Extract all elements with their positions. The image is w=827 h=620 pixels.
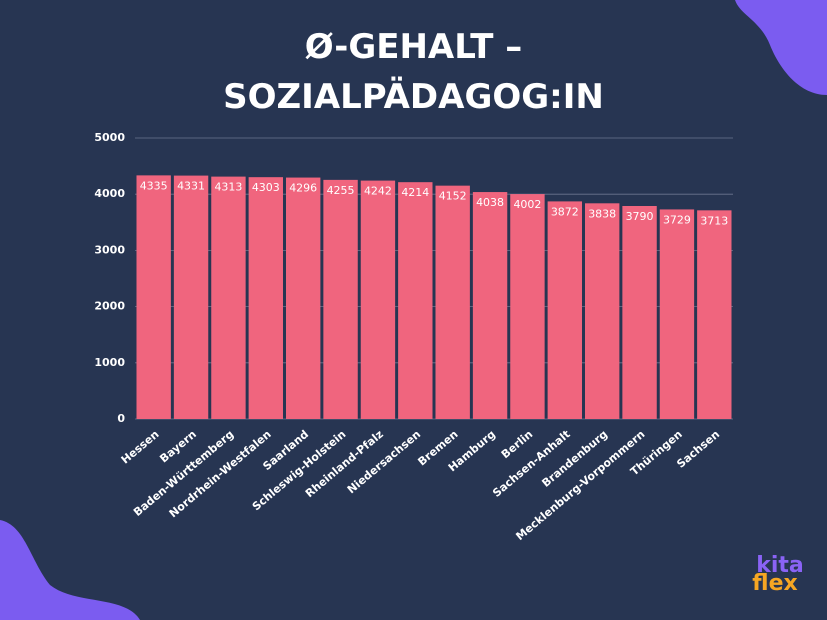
bar xyxy=(323,179,358,419)
bar xyxy=(472,192,508,419)
x-tick-label: Hessen xyxy=(119,428,162,467)
value-label: 3790 xyxy=(626,210,654,223)
decor-blob xyxy=(735,0,827,95)
bar xyxy=(659,209,695,419)
bar xyxy=(622,206,657,419)
bar xyxy=(248,177,284,419)
value-label: 4038 xyxy=(476,196,504,209)
value-label: 4255 xyxy=(327,184,355,197)
y-tick-label: 0 xyxy=(117,412,125,425)
bar xyxy=(360,180,396,419)
value-label: 3729 xyxy=(663,213,691,226)
chart-title: Ø-GEHALT – SOZIALPÄDAGOG:IN xyxy=(223,27,604,117)
bar xyxy=(510,194,545,419)
logo-top: kita xyxy=(756,553,804,578)
bar xyxy=(285,177,321,419)
bar xyxy=(211,176,246,419)
value-label: 4296 xyxy=(289,182,317,195)
y-tick-label: 5000 xyxy=(94,131,125,144)
decor-blob xyxy=(0,520,140,620)
value-label: 4152 xyxy=(439,190,467,203)
value-label: 3838 xyxy=(588,207,616,220)
bar xyxy=(547,201,583,419)
bar xyxy=(398,182,433,419)
value-label: 4335 xyxy=(140,179,168,192)
bar xyxy=(584,203,620,419)
value-label: 4303 xyxy=(252,181,280,194)
value-label: 3713 xyxy=(700,214,728,227)
y-tick-label: 1000 xyxy=(94,356,125,369)
value-label: 4214 xyxy=(401,186,429,199)
title-box: Ø-GEHALT – SOZIALPÄDAGOG:IN xyxy=(0,22,827,122)
bar xyxy=(697,210,732,419)
y-tick-label: 4000 xyxy=(94,187,125,200)
bar xyxy=(136,175,171,419)
bar xyxy=(173,175,209,419)
y-tick-label: 3000 xyxy=(94,243,125,256)
bar xyxy=(435,185,470,419)
y-tick-label: 2000 xyxy=(94,300,125,313)
value-label: 3872 xyxy=(551,205,579,218)
logo-bottom: flex xyxy=(752,571,797,596)
value-label: 4242 xyxy=(364,185,392,198)
value-label: 4313 xyxy=(214,181,242,194)
value-label: 4002 xyxy=(513,198,541,211)
value-label: 4331 xyxy=(177,180,205,193)
